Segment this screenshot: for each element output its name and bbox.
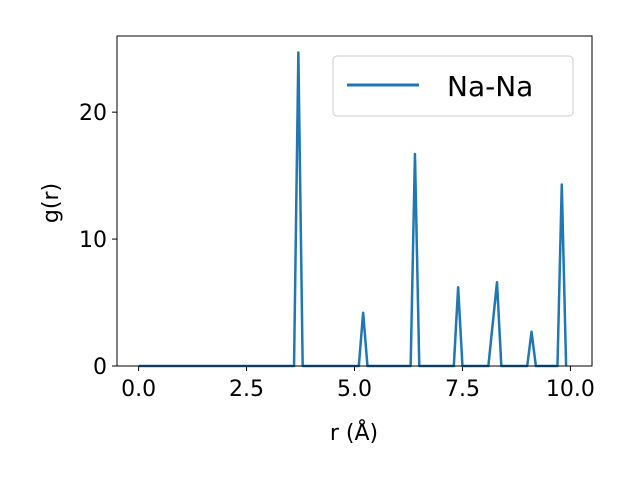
x-tick-label: 10.0 <box>546 377 595 402</box>
y-tick-label: 0 <box>93 355 107 380</box>
x-tick-label: 0.0 <box>121 377 156 402</box>
x-tick-label: 7.5 <box>445 377 480 402</box>
x-axis-ticks: 0.0 2.5 5.0 7.5 10.0 <box>121 366 595 402</box>
plot-area-frame <box>116 35 593 367</box>
legend: Na-Na <box>332 55 574 117</box>
y-tick-label: 10 <box>79 228 107 253</box>
x-tick-label: 2.5 <box>229 377 264 402</box>
x-tick-label: 5.0 <box>337 377 372 402</box>
y-axis-ticks: 0 10 20 <box>79 101 117 380</box>
x-axis-label: r (Å) <box>330 419 378 446</box>
y-axis-label: g(r) <box>39 183 64 223</box>
legend-label-na-na: Na-Na <box>447 70 533 103</box>
y-tick-label: 20 <box>79 101 107 126</box>
legend-box <box>332 55 574 117</box>
